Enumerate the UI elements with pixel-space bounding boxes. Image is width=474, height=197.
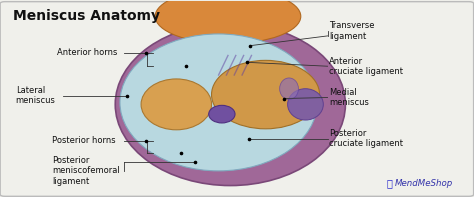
Text: Lateral
meniscus: Lateral meniscus [16,86,55,105]
Ellipse shape [280,78,299,99]
Text: Anterior horns: Anterior horns [56,48,117,57]
Text: Posterior horns: Posterior horns [52,136,116,145]
Text: Meniscus Anatomy: Meniscus Anatomy [13,8,160,22]
Ellipse shape [120,34,317,171]
Text: ⧗: ⧗ [386,178,392,189]
Text: Anterior
cruciate ligament: Anterior cruciate ligament [329,57,403,76]
Ellipse shape [288,89,323,120]
Ellipse shape [141,79,211,130]
Text: Medial
meniscus: Medial meniscus [329,88,369,107]
Ellipse shape [115,23,346,186]
Text: Transverse
ligament: Transverse ligament [329,21,374,41]
Ellipse shape [155,0,301,44]
Text: Posterior
meniscofemoral
ligament: Posterior meniscofemoral ligament [52,156,119,186]
Text: MendMeShop: MendMeShop [395,179,453,189]
Ellipse shape [211,60,319,129]
Text: Posterior
cruciate ligament: Posterior cruciate ligament [329,129,403,148]
Ellipse shape [209,105,235,123]
